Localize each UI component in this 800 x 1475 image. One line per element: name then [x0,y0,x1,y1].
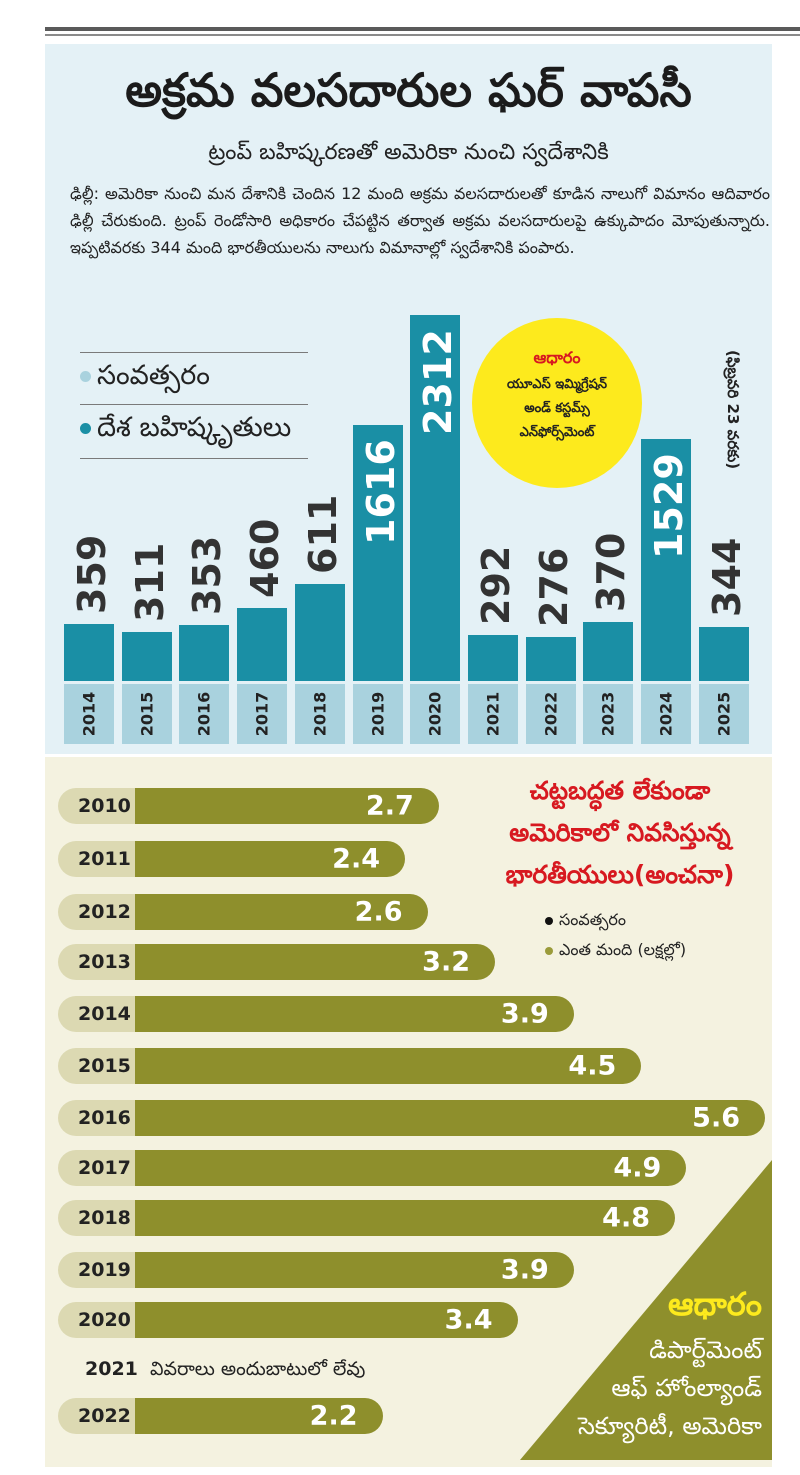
data-label: 3.9 [500,1254,549,1286]
source2: ఆధారం డిపార్ట్‌మెంట్ ఆఫ్ హోంల్యాండ్ సెక్… [540,1285,772,1445]
data-label: 4.9 [613,1152,662,1184]
bar: 2.7 [135,788,439,824]
data-label: 311 [127,542,172,622]
chart2-title-line: భారతీయులు(అంచనా) [505,860,735,889]
legend-deportees: దేశ బహిష్కృతులు [80,412,291,450]
bar [121,631,172,681]
bar [352,425,403,681]
legend2-year-label: సంవత్సరం [559,910,626,929]
x-tick-label: 2022 [525,684,576,744]
bar: 4.9 [135,1150,687,1186]
data-label: 611 [300,494,345,575]
x-tick-label: 2018 [294,684,345,744]
data-label: 4.5 [568,1050,617,1082]
bar: 3.9 [135,996,574,1032]
data-label: 4.8 [602,1202,650,1234]
note-2021: 2021 వివరాలు అందుబాటులో లేవు [85,1358,365,1385]
x-tick-label: 2016 [179,684,230,744]
data-label: 2.2 [309,1400,358,1432]
note-2021-year: 2021 [85,1358,138,1380]
source-line: యూఎస్ ఇమ్మిగ్రేషన్ [506,377,608,392]
bar [641,438,691,681]
bar: 2.4 [135,841,405,877]
legend2-year: సంవత్సరం [545,910,626,933]
header-rule-thin [45,34,800,36]
bar: 4.5 [135,1048,642,1084]
data-label: 2.7 [365,790,414,822]
data-label: 292 [473,545,518,625]
legend-divider [80,404,308,405]
source2-line: సెక్యూరిటీ, అమెరికా [577,1412,762,1440]
source-heading: ఆధారం [533,348,581,367]
legend2-count: ఎంత మంది (లక్షల్లో) [545,940,686,963]
bar: 2.6 [135,894,428,930]
legend-year: సంవత్సరం [80,360,210,398]
bar [410,315,461,681]
legend-year-dot [80,371,91,382]
data-label: 1616 [358,439,403,546]
bar [525,637,576,681]
bar: 3.4 [135,1302,518,1338]
legend2-year-dot [545,916,553,925]
legend2-count-dot [545,946,553,955]
x-tick-label: 2020 [410,684,461,744]
data-label: 353 [185,535,230,616]
legend-deportees-dot [80,423,91,434]
bar [294,584,345,681]
bar [64,624,114,681]
bar [237,608,288,681]
x-tick-label: 2024 [641,684,691,744]
source2-heading: ఆధారం [667,1285,762,1323]
data-label: 2.6 [354,896,403,928]
legend2-count-label: ఎంత మంది (లక్షల్లో) [559,940,687,959]
intro-paragraph: ఢిల్లీ: అమెరికా నుంచి మన దేశానికి చెందిన… [70,184,770,257]
source-badge: ఆధారం యూఎస్ ఇమ్మిగ్రేషన్ అండ్ కస్టమ్స్ ఎ… [472,318,642,488]
date-note: (ఫిబ్రవరి 23 వరకు) [722,350,746,520]
bar: 5.6 [135,1100,765,1136]
chart2-title-line: అమెరికాలో నివసిస్తున్న [509,818,731,847]
x-tick-label: 2019 [352,684,403,744]
source-line: అండ్ కస్టమ్స్ [524,401,590,416]
source2-line: ఆఫ్ హోంల్యాండ్ [611,1374,762,1402]
legend-year-label: సంవత్సరం [97,360,210,391]
bar: 3.9 [135,1252,574,1288]
data-label: 3.9 [500,998,549,1030]
x-tick-label: 2021 [467,684,518,744]
legend-divider [80,352,308,353]
bar: 3.2 [135,944,495,980]
source-line: ఎన్‌ఫోర్స్‌మెంట్ [519,425,595,440]
legend-deportees-label: దేశ బహిష్కృతులు [97,412,292,443]
bar: 2.2 [135,1398,383,1434]
date-note-text: (ఫిబ్రవరి 23 వరకు) [724,350,742,470]
x-tick-label: 2014 [64,684,114,744]
data-label: 3.4 [444,1304,493,1336]
page-subtitle: ట్రంప్ బహిష్కరణతో అమెరికా నుంచి స్వదేశాన… [208,140,609,165]
x-tick-label: 2023 [583,684,634,744]
bar [698,626,749,681]
source2-line: డిపార్ట్‌మెంట్ [649,1336,762,1364]
data-label: 344 [704,537,749,617]
bar [583,622,634,681]
bar [467,634,518,681]
x-tick-label: 2015 [121,684,172,744]
chart2-title: చట్టబద్ధత లేకుండా అమెరికాలో నివసిస్తున్న… [475,770,765,896]
data-label: 276 [531,547,576,628]
x-tick-label: 2025 [698,684,749,744]
legend-divider [80,458,308,459]
data-label: 2.4 [332,843,380,875]
data-label: 370 [589,533,634,613]
bar [179,625,230,681]
data-label: 3.2 [422,946,470,978]
note-2021-text: వివరాలు అందుబాటులో లేవు [149,1358,366,1380]
header-rule [45,27,800,31]
page-title: అక్రమ వలసదారుల ఘర్ వాపసీ [125,63,692,117]
data-label: 359 [70,534,114,615]
bar: 4.8 [135,1200,675,1236]
chart2-title-line: చట్టబద్ధత లేకుండా [529,776,711,805]
data-label: 1529 [647,453,691,559]
data-label: 2312 [416,329,461,435]
data-label: 460 [243,518,288,599]
x-tick-label: 2017 [237,684,288,744]
data-label: 5.6 [692,1102,740,1134]
